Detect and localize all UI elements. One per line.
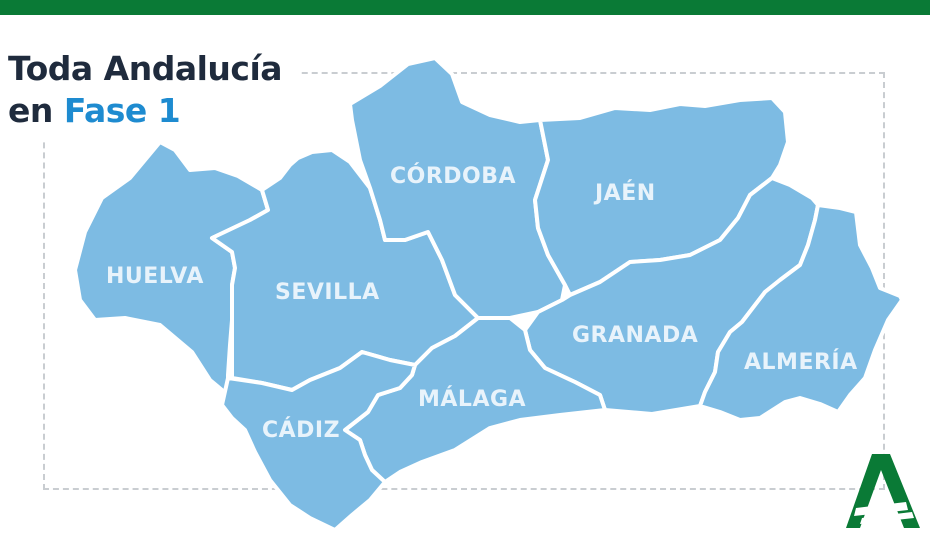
label-huelva: HUELVA xyxy=(106,264,204,289)
province-cordoba[interactable] xyxy=(348,56,567,320)
dashed-frame xyxy=(43,72,885,490)
label-cordoba: CÓRDOBA xyxy=(390,164,517,189)
title-line-2: en Fase 1 xyxy=(8,90,282,132)
label-cadiz: CÁDIZ xyxy=(262,418,341,443)
junta-de-andalucia-logo-icon xyxy=(846,454,920,528)
label-granada: GRANADA xyxy=(572,323,699,348)
province-cadiz[interactable] xyxy=(220,350,417,532)
province-almeria[interactable] xyxy=(698,203,904,422)
title-backdrop xyxy=(0,40,300,140)
title-accent: Fase 1 xyxy=(63,91,181,130)
label-almeria: ALMERÍA xyxy=(744,350,858,375)
title-line-1: Toda Andalucía xyxy=(8,49,283,88)
label-jaen: JAÉN xyxy=(595,181,656,206)
title-prefix: en xyxy=(8,91,64,130)
label-malaga: MÁLAGA xyxy=(418,387,527,412)
header-bar xyxy=(0,0,930,15)
label-sevilla: SEVILLA xyxy=(275,280,380,305)
page-title: Toda Andalucía en Fase 1 xyxy=(8,48,283,132)
